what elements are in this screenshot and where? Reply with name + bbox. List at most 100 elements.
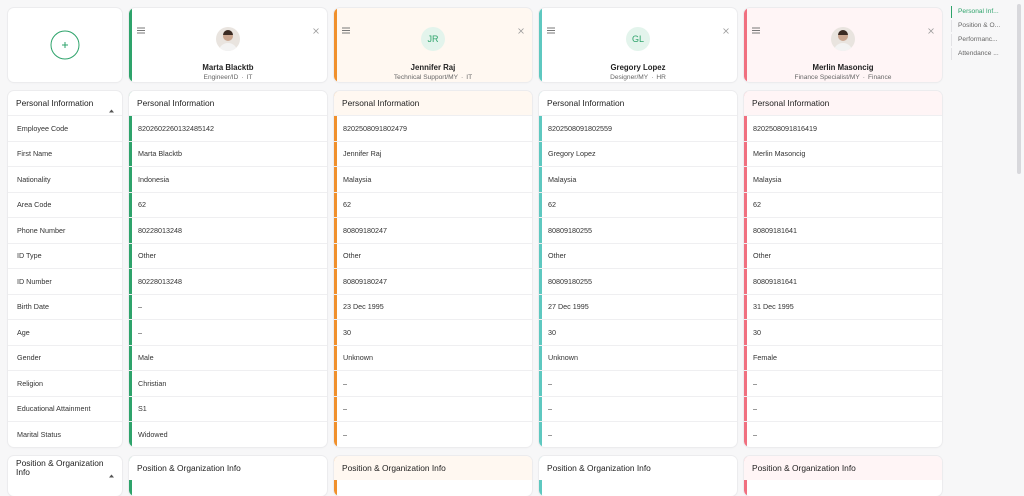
field-value: Male — [129, 344, 327, 371]
field-value: – — [744, 370, 942, 396]
section-header: Position & Organization Info — [129, 456, 327, 480]
role: Finance Specialist/MY — [794, 74, 860, 81]
field-value: Merlin Masoncig — [744, 140, 942, 167]
field-value: Other — [744, 242, 942, 269]
field-value: Indonesia — [129, 166, 327, 192]
section-header[interactable]: Personal Information — [16, 97, 94, 108]
nav-link[interactable]: Position & O... — [951, 20, 1011, 32]
nav-link[interactable]: Performanc... — [951, 34, 1011, 46]
department: IT — [246, 74, 253, 81]
employee-name: Gregory Lopez — [610, 63, 666, 72]
field-value: – — [744, 395, 942, 422]
field-value: 31 Dec 1995 — [744, 293, 942, 320]
employee-section-card: Personal Information 8202508091802479 Jenn… — [334, 91, 532, 447]
field-label: ID Number — [8, 268, 122, 294]
drag-handle[interactable] — [137, 21, 145, 39]
field-value: S1 — [129, 395, 327, 422]
page: Marta Blacktb Engineer/ID · IT JR Jennifer Ra… — [8, 4, 1021, 496]
collapse-toggle[interactable] — [109, 100, 114, 118]
separator: · — [651, 74, 654, 81]
field-value: 80809181641 — [744, 268, 942, 294]
employee-role: Finance Specialist/MY · Finance — [744, 74, 942, 81]
employee-section-card: Position & Organization Info — [129, 456, 327, 496]
section-header: Personal Information — [334, 91, 532, 115]
separator: · — [862, 74, 865, 81]
avatar: JR — [421, 27, 445, 51]
add-button[interactable] — [50, 30, 80, 65]
employee-section-card: Personal Information 8202508091816419 Merl… — [744, 91, 942, 447]
employee-header-card: GL Gregory Lopez Designer/MY · HR — [539, 8, 737, 82]
field-label: ID Type — [8, 242, 122, 269]
employee-section-card: Position & Organization Info — [334, 456, 532, 496]
remove-button[interactable] — [518, 21, 524, 39]
remove-button[interactable] — [723, 21, 729, 39]
field-value: – — [539, 370, 737, 396]
collapse-toggle[interactable] — [109, 465, 114, 483]
field-label: Gender — [8, 344, 122, 371]
employee-role: Technical Support/MY · IT — [334, 74, 532, 81]
accent-bar — [129, 8, 132, 82]
field-value: – — [129, 293, 327, 320]
field-value: 8202508091802559 — [539, 115, 737, 141]
nav-link[interactable]: Personal Inf... — [951, 6, 1011, 18]
field-value: 62 — [129, 191, 327, 218]
field-value: – — [334, 370, 532, 396]
field-value: 80809180247 — [334, 268, 532, 294]
field-value: 62 — [539, 191, 737, 218]
field-value: – — [129, 319, 327, 345]
section-header: Personal Information — [539, 91, 737, 115]
remove-button[interactable] — [928, 21, 934, 39]
employee-name: Marta Blacktb — [202, 63, 254, 72]
drag-handle[interactable] — [342, 21, 350, 39]
section-header: Personal Information — [744, 91, 942, 115]
employee-section-card: Personal Information 8202602260132485142 M… — [129, 91, 327, 447]
field-value: 62 — [334, 191, 532, 218]
employee-header-card: Merlin Masoncig Finance Specialist/MY · Fin… — [744, 8, 942, 82]
separator: · — [241, 74, 244, 81]
section-header[interactable]: Position & Organization Info — [16, 458, 104, 477]
field-value: – — [334, 395, 532, 422]
section-header: Personal Information — [129, 91, 327, 115]
avatar — [831, 27, 855, 51]
field-value: – — [334, 421, 532, 447]
employee-header-card: JR Jennifer Raj Technical Support/MY · IT — [334, 8, 532, 82]
field-value: 27 Dec 1995 — [539, 293, 737, 320]
role: Designer/MY — [610, 74, 649, 81]
field-value: 30 — [334, 319, 532, 345]
separator: · — [461, 74, 464, 81]
drag-handle[interactable] — [547, 21, 555, 39]
avatar — [216, 27, 240, 51]
employee-name: Jennifer Raj — [410, 63, 456, 72]
department: IT — [466, 74, 473, 81]
role: Technical Support/MY — [393, 74, 459, 81]
employee-name: Merlin Masoncig — [812, 63, 874, 72]
field-value: 62 — [744, 191, 942, 218]
field-value: 8202602260132485142 — [129, 115, 327, 141]
field-value: Unknown — [334, 344, 532, 371]
accent-bar — [334, 8, 337, 82]
field-value: 80809180247 — [334, 217, 532, 243]
scrollbar[interactable] — [1017, 4, 1021, 174]
field-value: 80809180255 — [539, 217, 737, 243]
accent-bar — [539, 8, 542, 82]
field-value: Gregory Lopez — [539, 140, 737, 167]
field-value: Malaysia — [334, 166, 532, 192]
section-header: Position & Organization Info — [744, 456, 942, 480]
field-value: – — [539, 395, 737, 422]
field-label: Area Code — [8, 191, 122, 218]
drag-handle[interactable] — [752, 21, 760, 39]
field-value: Female — [744, 344, 942, 371]
field-label: Birth Date — [8, 293, 122, 320]
field-value: 80228013248 — [129, 268, 327, 294]
field-value: 8202508091802479 — [334, 115, 532, 141]
employee-header-card: Marta Blacktb Engineer/ID · IT — [129, 8, 327, 82]
remove-button[interactable] — [313, 21, 319, 39]
employee-role: Engineer/ID · IT — [129, 74, 327, 81]
employee-section-card: Personal Information 8202508091802559 Greg… — [539, 91, 737, 447]
section-header: Position & Organization Info — [334, 456, 532, 480]
field-value: Jennifer Raj — [334, 140, 532, 167]
accent-bar — [744, 8, 747, 82]
field-value: 8202508091816419 — [744, 115, 942, 141]
nav-link[interactable]: Attendance ... — [951, 48, 1011, 60]
field-label: Age — [8, 319, 122, 345]
